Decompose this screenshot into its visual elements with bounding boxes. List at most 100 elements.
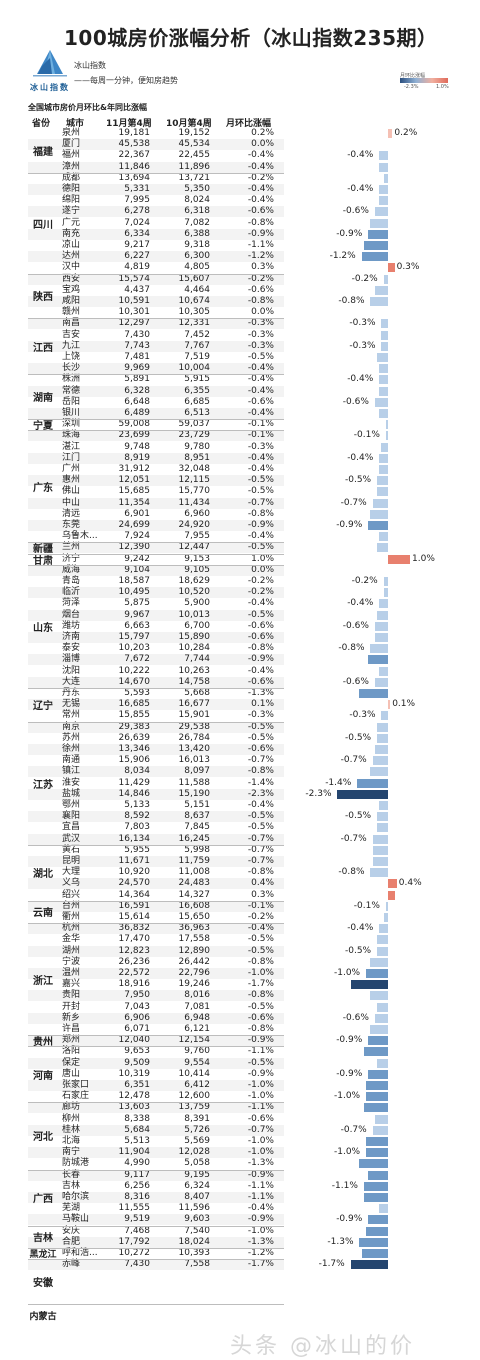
data-label: -0.4% (347, 452, 374, 463)
table-row: 安庆 7,468 7,540 -1.0% (28, 1226, 284, 1237)
bar-沈阳 (379, 666, 388, 676)
bar-呼和浩... (361, 1249, 388, 1258)
bar-丹东 (359, 689, 388, 698)
cell-oct: 6,412 (184, 1080, 210, 1090)
cell-mom: -0.5% (247, 609, 274, 620)
province-label: 新疆 (33, 544, 53, 556)
bar-大理 (370, 868, 388, 878)
cell-city: 台州 (62, 900, 81, 911)
cell-city: 深圳 (62, 419, 81, 430)
data-label: 0.1% (392, 699, 416, 710)
bar-绵阳 (379, 196, 388, 206)
table-row: 烟台 9,967 10,013 -0.5% (28, 609, 284, 621)
province-label: 湖南 (33, 393, 53, 405)
cell-mom: -0.6% (247, 206, 274, 217)
cell-oct: 6,300 (184, 251, 210, 262)
bar-义乌 (388, 879, 397, 889)
cell-nov: 15,685 (118, 486, 151, 497)
cell-nov: 12,040 (118, 1035, 151, 1046)
cell-mom: -0.9% (247, 520, 274, 530)
cell-city: 宝鸡 (62, 284, 81, 295)
cell-mom: -1.0% (247, 968, 274, 978)
table-row: 衢州 15,614 15,650 -0.2% (28, 912, 284, 923)
province-divider (28, 900, 284, 902)
cell-oct: 11,008 (178, 867, 211, 878)
cell-oct: 5,058 (184, 1158, 210, 1169)
cell-oct: 5,915 (184, 374, 210, 385)
bar-长春 (368, 1170, 388, 1180)
cell-city: 廊坊 (62, 1102, 81, 1113)
cell-oct: 10,520 (178, 587, 211, 598)
cell-nov: 4,990 (124, 1158, 150, 1169)
cell-nov: 5,891 (124, 374, 150, 385)
cell-city: 湖州 (62, 945, 81, 956)
cell-mom: -0.5% (247, 486, 274, 497)
cell-nov: 9,509 (124, 1057, 150, 1068)
province-label: 河北 (33, 1132, 53, 1144)
table-row: 保定 9,509 9,554 -0.5% (28, 1057, 284, 1069)
header-province: 省份 (32, 119, 51, 129)
province-label: 河南 (33, 1070, 53, 1082)
cell-city: 宁波 (62, 956, 81, 967)
cell-city: 大理 (62, 867, 81, 878)
cell-city: 武汉 (62, 833, 81, 844)
table-row: 佛山 15,685 15,770 -0.5% (28, 486, 284, 497)
table-row: 丹东 5,593 5,668 -1.3% (28, 688, 284, 699)
cell-oct: 14,327 (178, 889, 211, 900)
cell-nov: 15,797 (118, 632, 151, 642)
cell-nov: 24,699 (118, 520, 151, 530)
province-label: 广东 (33, 482, 53, 494)
cell-city: 郑州 (62, 1035, 81, 1046)
table-row: 广州 31,912 32,048 -0.4% (28, 464, 284, 475)
cell-nov: 8,034 (124, 766, 150, 777)
table-row: 金华 17,470 17,558 -0.5% (28, 934, 284, 945)
cell-city: 苏州 (62, 732, 81, 743)
table-row: 大连 14,670 14,758 -0.6% (28, 676, 284, 688)
cell-oct: 9,105 (184, 564, 210, 575)
table-row: 菏泽 5,875 5,900 -0.4% (28, 598, 284, 609)
province-divider (28, 923, 284, 925)
cell-city: 许昌 (62, 1024, 81, 1034)
cell-city: 石家庄 (62, 1091, 90, 1102)
cell-oct: 12,600 (178, 1091, 211, 1102)
cell-oct: 16,677 (178, 699, 211, 710)
cell-oct: 32,048 (178, 464, 211, 474)
cell-mom: 0.1% (251, 699, 274, 710)
bar-温州 (366, 969, 388, 978)
cell-city: 菏泽 (62, 598, 81, 609)
table-row: 芜湖 11,555 11,596 -0.4% (28, 1203, 284, 1214)
cell-nov: 11,354 (118, 497, 151, 508)
cell-nov: 4,437 (124, 284, 150, 295)
cell-city: 德阳 (62, 184, 81, 194)
cell-oct: 8,637 (184, 811, 210, 822)
data-label: -0.3% (349, 710, 376, 721)
table-row: 深圳 59,008 59,037 -0.1% (28, 419, 284, 430)
cell-city: 黄石 (62, 844, 81, 855)
cell-nov: 9,104 (124, 564, 150, 575)
bar-汉中 (388, 263, 395, 273)
cell-nov: 59,008 (118, 419, 151, 430)
cell-mom: -1.0% (247, 1147, 274, 1158)
bar-凉山 (363, 241, 388, 250)
table-row: 苏州 26,639 26,784 -0.5% (28, 733, 284, 744)
data-label: -0.7% (340, 833, 367, 844)
cell-oct: 15,770 (178, 486, 211, 497)
cell-city: 新乡 (62, 1012, 81, 1023)
cell-oct: 6,355 (184, 385, 210, 396)
table-row: 合肥 17,792 18,024 -1.3% (28, 1236, 284, 1248)
cell-city: 九江 (62, 340, 81, 351)
province-divider (28, 419, 284, 421)
cell-oct: 15,890 (178, 632, 211, 642)
cell-mom: -0.2% (247, 273, 274, 284)
cell-nov: 10,203 (118, 643, 151, 654)
cell-mom: -0.4% (247, 150, 274, 161)
cell-mom: -1.3% (247, 688, 274, 698)
cell-city: 吉林 (62, 1180, 81, 1191)
province-divider (28, 564, 284, 566)
bar-东莞 (368, 521, 388, 530)
table-row: 绵阳 7,995 8,024 -0.4% (28, 195, 284, 206)
cell-mom: -0.2% (247, 912, 274, 922)
legend-min: -2.3% (404, 84, 419, 90)
cell-nov: 10,272 (118, 1248, 151, 1258)
cell-oct: 9,554 (184, 1057, 210, 1068)
